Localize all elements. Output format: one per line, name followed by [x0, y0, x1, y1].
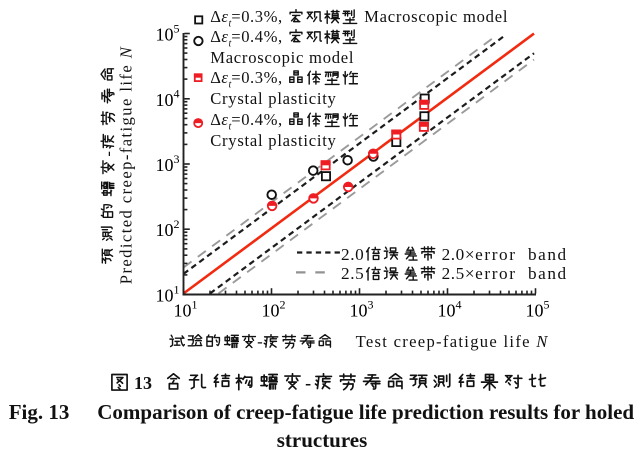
svg-text:105: 105	[156, 21, 180, 44]
svg-text:105: 105	[526, 297, 550, 320]
svg-text:102: 102	[156, 217, 180, 240]
svg-text:103: 103	[350, 297, 374, 320]
svg-text:104: 104	[438, 297, 462, 320]
svg-text:101: 101	[174, 297, 198, 320]
svg-text:104: 104	[156, 87, 180, 110]
svg-text:102: 102	[262, 297, 286, 320]
svg-text:103: 103	[156, 152, 180, 175]
